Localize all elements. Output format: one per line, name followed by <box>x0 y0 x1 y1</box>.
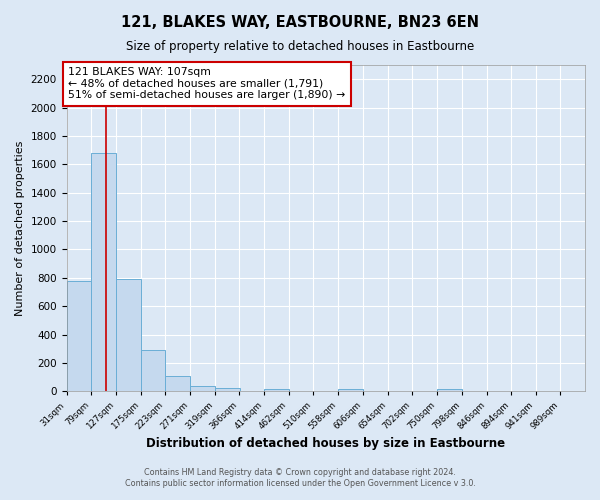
Bar <box>91 153 116 392</box>
Bar <box>215 388 239 392</box>
X-axis label: Distribution of detached houses by size in Eastbourne: Distribution of detached houses by size … <box>146 437 505 450</box>
Bar <box>190 386 215 392</box>
Text: 121 BLAKES WAY: 107sqm
← 48% of detached houses are smaller (1,791)
51% of semi-: 121 BLAKES WAY: 107sqm ← 48% of detached… <box>68 67 346 100</box>
Bar <box>67 282 91 392</box>
Bar <box>264 388 289 392</box>
Text: Contains HM Land Registry data © Crown copyright and database right 2024.
Contai: Contains HM Land Registry data © Crown c… <box>125 468 475 487</box>
Text: 121, BLAKES WAY, EASTBOURNE, BN23 6EN: 121, BLAKES WAY, EASTBOURNE, BN23 6EN <box>121 15 479 30</box>
Bar <box>166 376 190 392</box>
Y-axis label: Number of detached properties: Number of detached properties <box>15 140 25 316</box>
Bar <box>141 350 166 392</box>
Bar <box>116 278 141 392</box>
Bar <box>437 390 462 392</box>
Text: Size of property relative to detached houses in Eastbourne: Size of property relative to detached ho… <box>126 40 474 53</box>
Bar <box>338 390 363 392</box>
